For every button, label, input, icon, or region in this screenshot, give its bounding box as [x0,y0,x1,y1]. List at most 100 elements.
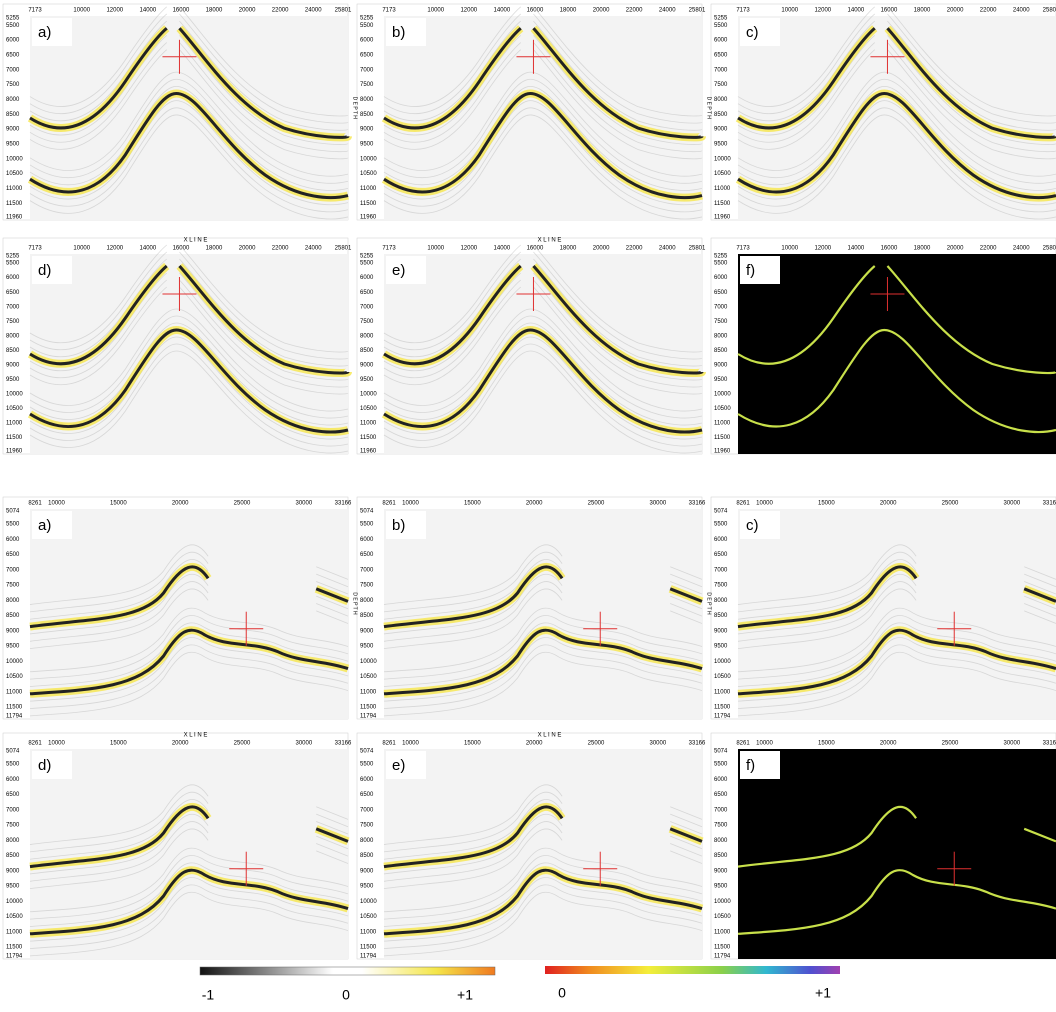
y-tick-label: 5074 [714,749,728,755]
x-tick-label: 25000 [942,741,959,747]
x-tick-label: 30000 [650,741,667,747]
texture [30,545,208,605]
texture [670,851,702,864]
panel: 7173 10000 12000 14000 16000 18000 20000 22000 2… [357,238,706,455]
y-tick-label: 7500 [6,583,20,589]
horizon [384,28,521,128]
texture [670,581,702,594]
texture [533,50,702,159]
x-tick-label: 16000 [173,246,190,252]
texture [384,545,562,605]
y-tick-label: 10000 [6,392,23,398]
y-tick-label: 10000 [360,659,377,665]
x-tick-label: 33166 [689,501,706,507]
texture [384,35,521,135]
x-tick-label: 7173 [382,246,396,252]
y-tick-label: 10000 [714,659,731,665]
texture [30,35,167,135]
x-tick-label: 24000 [305,8,322,14]
y-tick-label: 6000 [6,537,20,543]
y-tick-label: 7500 [6,319,20,325]
y-tick-label: 11500 [714,945,731,951]
y-tick-label: 7000 [714,304,728,310]
x-tick-label: 10000 [756,501,773,507]
horizon [384,94,702,198]
x-tick-label: 18000 [560,246,577,252]
y-tick-label: 5255 [714,254,728,260]
texture [670,596,702,609]
texture [384,245,521,343]
texture [533,7,702,116]
texture [384,645,702,709]
x-tick-label: 20000 [239,8,256,14]
x-tick-label: 18000 [914,8,931,14]
texture [179,259,348,366]
x-tick-label: 18000 [560,8,577,14]
texture [1024,567,1056,580]
panel-label: e) [392,262,405,279]
y-tick-label: 5255 [714,16,728,22]
y-tick-label: 5500 [360,522,374,528]
horizon [384,567,562,627]
texture [30,14,167,114]
texture [887,21,1056,130]
horizon [30,630,348,694]
texture [30,785,208,845]
y-tick-label: 10500 [360,914,377,920]
y-tick-label: 7000 [6,567,20,573]
y-tick-label: 6500 [6,290,20,296]
texture [738,21,875,121]
panel: 8261 10000 15000 20000 25000 30000 33166 5074 55… [711,733,1056,960]
y-tick-label: 5500 [714,762,728,768]
texture [670,604,702,617]
texture [738,645,1056,709]
x-tick-label: 10000 [73,246,90,252]
x-tick-label: 24000 [659,8,676,14]
y-tick-label: 5500 [360,762,374,768]
texture [384,615,702,679]
y-tick-label: 11000 [6,186,23,192]
panel-label-box [386,18,426,46]
y-tick-label: 8000 [714,97,728,103]
texture [316,567,348,580]
texture [30,252,167,350]
texture [887,14,1056,123]
horizons [738,545,1056,716]
x-tick-label: 33166 [1043,741,1056,747]
x-tick-label: 14000 [848,8,865,14]
y-tick-label: 10000 [360,899,377,905]
y-tick-label: 11500 [6,945,23,951]
x-tick-label: 22000 [272,8,289,14]
horizon [887,266,1056,373]
y-tick-label: 10000 [714,392,731,398]
x-tick-label: 10000 [73,8,90,14]
x-tick-label: 20000 [593,246,610,252]
texture [738,7,875,107]
texture [30,309,348,411]
x-tick-label: 7173 [28,8,42,14]
x-tick-label: 10000 [402,501,419,507]
horizon [670,829,702,842]
y-tick-label: 9000 [6,868,20,874]
texture [384,892,702,956]
y-tick-label: 5500 [360,23,374,29]
y-tick-label: 11500 [360,435,377,441]
texture [30,582,208,642]
texture [738,652,1056,716]
x-tick-label: 33166 [335,501,352,507]
texture [179,273,348,380]
y-tick-label: 6000 [360,275,374,281]
texture [533,21,702,130]
texture [738,552,916,612]
x-tick-label: 22000 [980,246,997,252]
horizon [670,589,702,602]
horizon [30,266,167,364]
panel-label: a) [38,24,51,41]
x-tick-label: 24000 [1013,246,1030,252]
texture [670,836,702,849]
horizons [384,545,702,716]
seismic-image [738,509,1056,719]
x-tick-label: 24000 [1013,8,1030,14]
y-tick-label: 9000 [360,868,374,874]
x-tick-label: 10000 [756,741,773,747]
